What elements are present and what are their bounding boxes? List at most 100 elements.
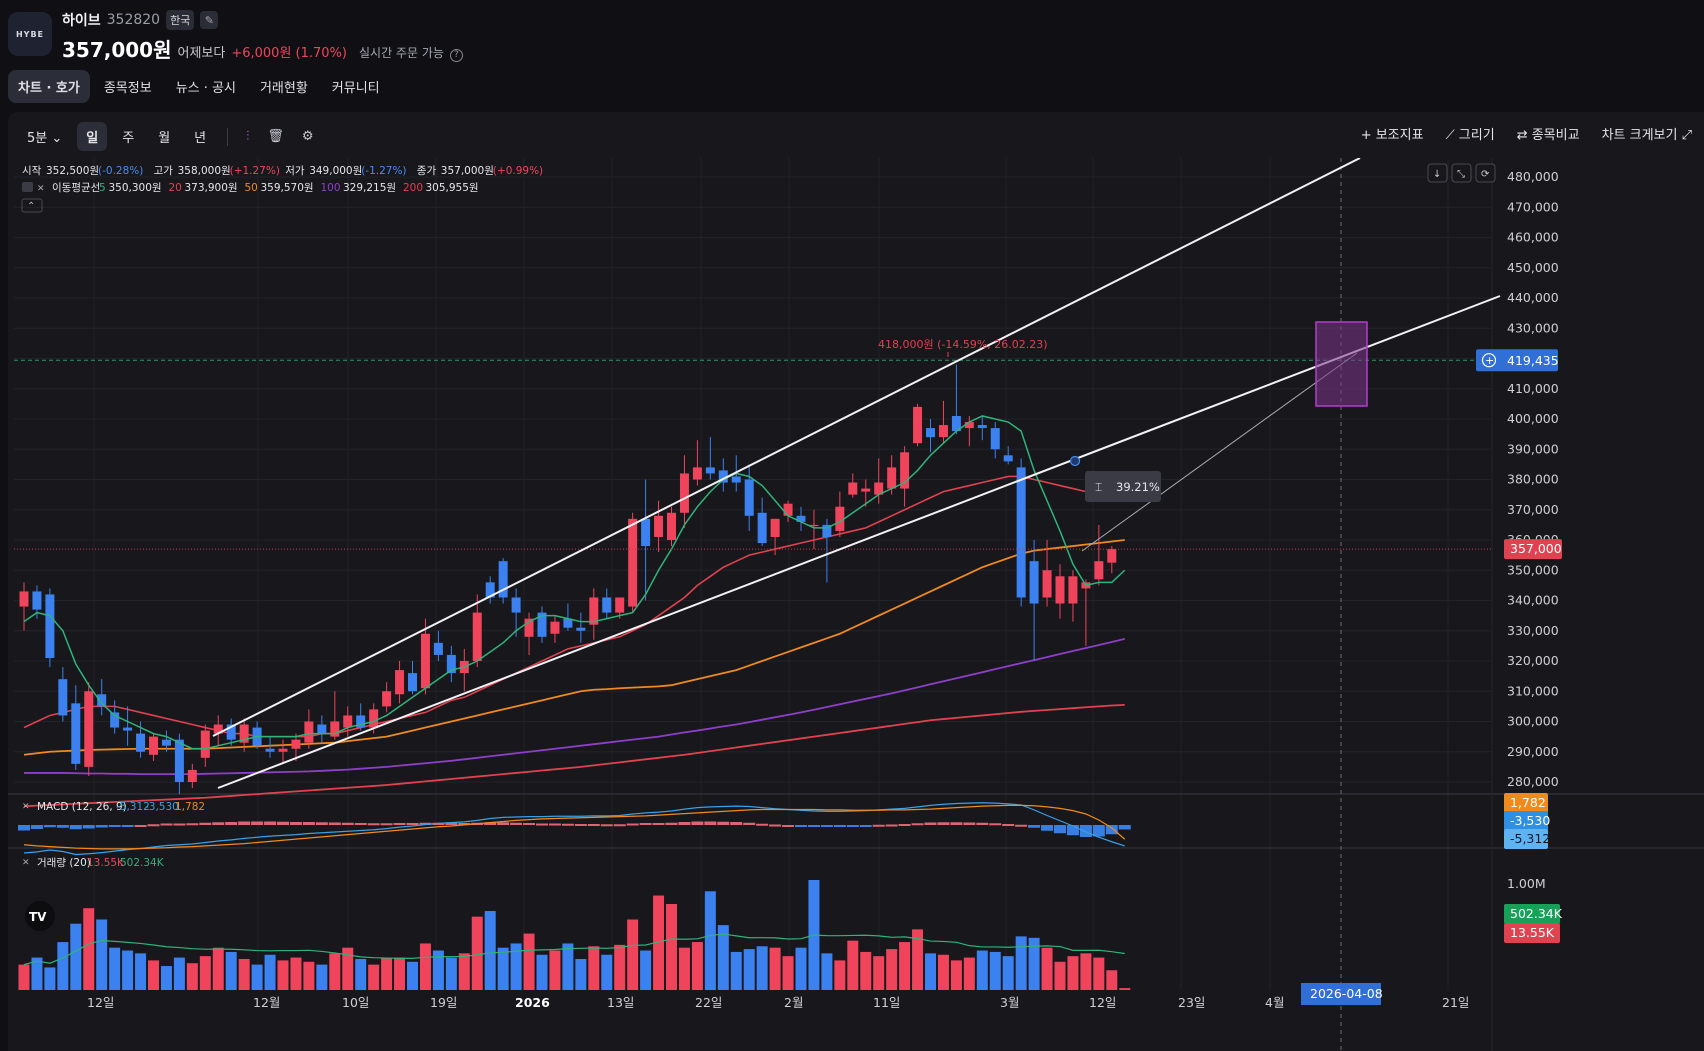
macd-histogram-bar xyxy=(510,822,523,825)
trend-line-lower xyxy=(217,295,1501,789)
tab-stock-info[interactable]: 종목정보 xyxy=(103,81,152,96)
macd-histogram-bar xyxy=(238,821,251,825)
x-axis-label: 22일 xyxy=(695,995,722,1010)
period-month[interactable]: 월 xyxy=(158,131,171,146)
macd-histogram-bar xyxy=(872,824,885,827)
candle xyxy=(136,733,146,752)
macd-histogram-bar xyxy=(56,825,69,828)
legend-ohlc-change: (+0.99%) xyxy=(493,165,543,177)
candle xyxy=(628,518,638,607)
candle xyxy=(446,654,456,674)
period-week[interactable]: 주 xyxy=(122,131,135,146)
interval-select[interactable]: 5분 ⌄ xyxy=(27,131,63,146)
macd-histogram-bar xyxy=(833,825,846,827)
macd-histogram-bar xyxy=(147,824,160,827)
draw-button[interactable]: ⟋ 그리기 xyxy=(1445,128,1495,143)
tab-community[interactable]: 커뮤니티 xyxy=(331,81,380,96)
macd-histogram-bar xyxy=(82,825,95,829)
macd-histogram-bar xyxy=(976,822,989,825)
volume-bar xyxy=(303,961,315,990)
volume-bar xyxy=(1093,957,1105,990)
indicator-button[interactable]: + 보조지표 xyxy=(1360,128,1424,143)
legend-ma-value: 359,570원 xyxy=(261,182,314,194)
volume-bar xyxy=(1054,961,1066,990)
macd-histogram-bar xyxy=(380,823,393,826)
volume-bar xyxy=(976,950,988,990)
volume-bar xyxy=(1041,947,1053,990)
tab-trading[interactable]: 거래현황 xyxy=(259,81,308,96)
tab-news[interactable]: 뉴스 · 공시 xyxy=(175,81,236,96)
macd-histogram-bar xyxy=(626,823,639,826)
candle xyxy=(848,482,858,495)
candle xyxy=(433,642,443,655)
alert-price-text: 419,435 xyxy=(1507,353,1559,368)
macd-histogram-bar xyxy=(820,825,833,827)
macd-histogram-bar xyxy=(497,822,510,825)
y-tick-label: 280,000 xyxy=(1507,774,1559,789)
date-cursor-text: 2026-04-08 xyxy=(1310,986,1383,1001)
candle xyxy=(524,618,534,637)
plus-icon: + xyxy=(1485,354,1494,367)
macd-histogram-bar xyxy=(315,822,328,825)
market-badge: 한국 xyxy=(166,10,195,30)
volume-bar xyxy=(886,949,898,990)
collapse-button[interactable] xyxy=(21,198,43,213)
y-tick-label: 340,000 xyxy=(1507,593,1559,608)
chart-type-icon[interactable]: ⫶ xyxy=(246,129,250,144)
current-price: 357,000원 xyxy=(62,38,172,62)
y-tick-label: 480,000 xyxy=(1507,169,1559,184)
macd-histogram-bar xyxy=(406,823,419,825)
download-button[interactable] xyxy=(1427,163,1448,183)
edit-icon[interactable]: ✎ xyxy=(200,11,219,29)
candle xyxy=(900,452,910,489)
macd-histogram-bar xyxy=(69,825,82,830)
volume-bar xyxy=(419,943,431,990)
volume-label: 거래량 (20) xyxy=(37,857,91,869)
volume-bar xyxy=(186,963,198,990)
fullscreen-button[interactable]: 차트 크게보기 ⤢ xyxy=(1601,128,1692,143)
volume-bar xyxy=(109,947,121,990)
chart-toolbar: 5분 ⌄ 일 주 월 년 ⫶ 🗑 ⚙ + 보조지표 ⟋ 그리기 ⇄ 종목비교 차… xyxy=(8,112,1704,158)
info-icon[interactable]: ? xyxy=(449,49,463,62)
reset-button[interactable] xyxy=(1475,163,1496,183)
price-chart[interactable]: 480,000 470,000 460,000 450,000 440,000 430,0… xyxy=(8,158,1704,1051)
period-year[interactable]: 년 xyxy=(194,131,207,146)
macd-histogram-bar xyxy=(1105,825,1118,835)
trend-handle xyxy=(1069,455,1081,467)
compress-button[interactable] xyxy=(1451,163,1472,183)
ma200-line xyxy=(23,703,1125,808)
compare-button[interactable]: ⇄ 종목비교 xyxy=(1516,128,1580,143)
candle xyxy=(1016,467,1026,598)
x-axis-label: 12월 xyxy=(253,995,280,1010)
volume-bar xyxy=(173,957,185,990)
stock-header: HYBE 하이브 352820 한국 ✎ 357,000원 어제보다 +6,00… xyxy=(0,0,1704,110)
macd-close-icon: ✕ xyxy=(22,802,30,812)
legend-ma-label: 이동평균선 xyxy=(52,182,100,194)
stock-code: 352820 xyxy=(106,12,161,28)
legend-ohlc-value: 349,000원 xyxy=(309,165,362,177)
volume-bar xyxy=(950,960,962,990)
candle xyxy=(887,467,897,489)
volume-bar xyxy=(666,903,677,990)
y-tick-label: 320,000 xyxy=(1507,653,1559,668)
company-logo: HYBE xyxy=(8,12,52,56)
macd-histogram-bar xyxy=(251,821,264,825)
macd-histogram-bar xyxy=(730,822,743,825)
volume-bar xyxy=(251,964,263,990)
volume-bar xyxy=(160,966,172,990)
candle xyxy=(123,727,133,731)
macd-histogram-bar xyxy=(613,824,626,827)
candle xyxy=(951,415,961,432)
candle xyxy=(187,769,197,782)
gear-icon[interactable]: ⚙ xyxy=(301,129,314,144)
candle xyxy=(330,721,340,737)
trash-icon[interactable]: 🗑 xyxy=(267,129,284,144)
candle xyxy=(1003,455,1013,462)
volume-bar xyxy=(614,944,626,990)
volume-ma-value: 502.34K xyxy=(120,857,165,869)
volume-bar xyxy=(368,964,380,990)
macd-histogram-bar xyxy=(717,821,730,825)
period-day[interactable]: 일 xyxy=(77,122,108,151)
tab-chart[interactable]: 차트 · 호가 xyxy=(8,70,90,103)
candle xyxy=(835,506,845,531)
